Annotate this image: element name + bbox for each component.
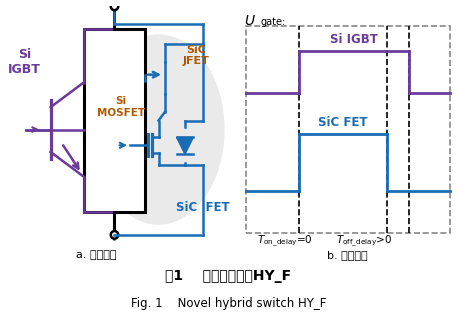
Text: $T_{\mathrm{off\_delay}}$>0: $T_{\mathrm{off\_delay}}$>0 [336,234,393,249]
Text: a. 基本结构: a. 基本结构 [76,250,116,260]
Ellipse shape [92,34,224,225]
Circle shape [111,3,118,10]
Text: $U$: $U$ [244,14,256,28]
Text: Si IGBT: Si IGBT [330,33,378,46]
Text: Si
MOSFET: Si MOSFET [97,96,145,118]
Polygon shape [176,137,193,154]
Bar [246,26,451,233]
Text: b. 开关模式: b. 开关模式 [327,250,367,260]
Text: Fig. 1    Novel hybrid switch HY_F: Fig. 1 Novel hybrid switch HY_F [131,297,326,310]
Bar [84,29,145,212]
Text: gate:: gate: [260,17,286,27]
Text: SiC  FET: SiC FET [176,202,229,215]
Text: SiC
JFET: SiC JFET [182,45,209,66]
Text: Si
IGBT: Si IGBT [8,48,41,76]
Text: SiC FET: SiC FET [318,116,368,129]
Text: $T_{\mathrm{on\_delay}}$=0: $T_{\mathrm{on\_delay}}$=0 [257,234,313,249]
Circle shape [111,231,118,239]
Text: 图1    新型混合器件HY_F: 图1 新型混合器件HY_F [165,269,292,283]
